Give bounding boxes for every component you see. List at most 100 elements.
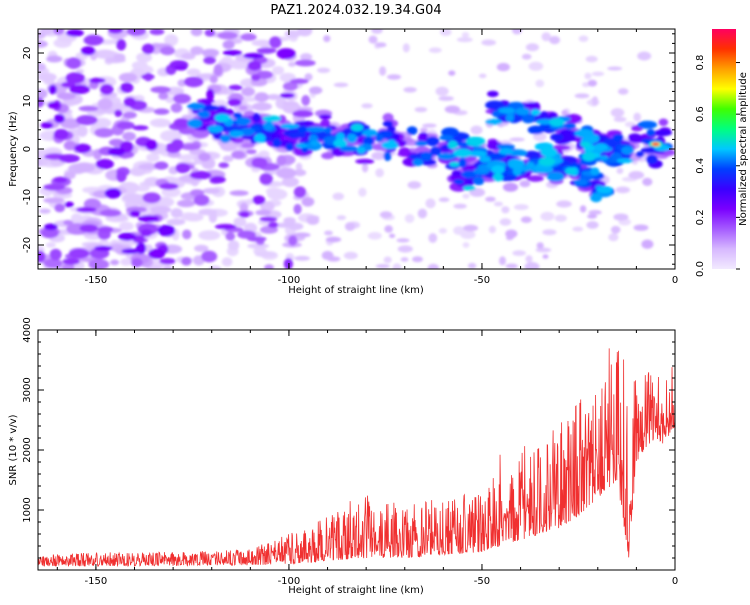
spectral-blob [542, 229, 557, 236]
spectral-blob [379, 66, 387, 76]
spectral-blob [593, 143, 609, 151]
colorbar-tick-label: 0.6 [695, 106, 706, 122]
spectral-blob [461, 32, 470, 38]
spectral-blob [69, 84, 90, 95]
colorbar-tick-label: 0.8 [695, 55, 706, 71]
spectral-blob [578, 35, 589, 42]
spectral-blob [252, 102, 272, 111]
spectral-blob [285, 143, 295, 152]
spectral-blob [73, 162, 96, 173]
spectral-blob [119, 221, 134, 231]
spectral-blob [453, 148, 473, 158]
spectral-blob [488, 225, 496, 234]
spectral-blob [645, 154, 658, 164]
spectral-blob [502, 182, 519, 192]
spectral-blob [449, 161, 460, 167]
spectral-blob [181, 256, 192, 266]
spectral-blob [591, 96, 599, 106]
spectral-blob [190, 46, 204, 56]
snr-y-tick-label: 4000 [22, 317, 33, 342]
spectral-blob [254, 251, 276, 258]
spectral-blob [182, 229, 192, 240]
spectral-blob [523, 102, 540, 109]
spectral-blob [346, 133, 357, 144]
spectral-blob [88, 258, 110, 269]
spectral-blob [217, 31, 238, 40]
spectral-blob [481, 39, 497, 46]
spectral-blob [63, 140, 77, 151]
spectral-blob [62, 258, 80, 265]
spectral-blob [238, 105, 248, 111]
spectral-blob [628, 171, 645, 180]
spectral-blob [38, 31, 46, 39]
spectral-blob [505, 263, 518, 269]
spectral-blob [292, 110, 314, 118]
spectral-blob [624, 121, 636, 128]
spectral-blob [499, 256, 506, 266]
spectral-blob [412, 158, 424, 167]
spectral-blob [528, 61, 544, 71]
spectral-blob [525, 255, 533, 263]
spectral-blob [201, 48, 220, 57]
spectral-blob [44, 223, 58, 231]
spectral-blob [309, 86, 323, 95]
spectral-blob [505, 229, 518, 239]
spectral-blob [175, 162, 191, 174]
spectral-blob [320, 119, 331, 128]
spectral-blob [438, 96, 454, 101]
spectral-blob [497, 143, 515, 150]
spectral-blob [294, 255, 311, 261]
spectral-blob [221, 257, 233, 267]
spectral-blob [458, 157, 467, 168]
spectral-blob [263, 121, 275, 131]
spectrogram-ticks: -150 -100 -50 0 20 10 0 -10 -20 [22, 29, 678, 286]
spectral-blob [173, 118, 190, 128]
spectral-blob [417, 208, 428, 219]
spectral-blob [526, 161, 535, 168]
spectral-blob [580, 141, 591, 147]
spectral-blob [241, 87, 256, 97]
spectral-blob [233, 217, 247, 227]
spectral-blob [283, 258, 294, 269]
spectral-blob [361, 103, 373, 109]
colorbar-tick-label: 0.4 [695, 158, 706, 174]
spectral-blob [513, 166, 522, 176]
spectral-blob [293, 186, 307, 198]
spectrogram-y-tick-label: -10 [22, 189, 33, 205]
spectral-blob [157, 224, 176, 237]
spectral-blob [95, 158, 114, 170]
spectral-blob [637, 120, 658, 129]
spectral-blob [282, 101, 299, 106]
spectral-blob [398, 147, 411, 157]
spectral-blob [189, 170, 212, 180]
spectral-blob [54, 203, 66, 213]
spectrogram-x-tick-label: -100 [278, 275, 301, 286]
spectral-blob [116, 39, 127, 51]
spectral-blob [43, 197, 65, 204]
spectral-blob [596, 186, 613, 194]
spectral-blob [587, 79, 598, 87]
spectral-blob [343, 251, 358, 260]
spectral-blob [170, 208, 183, 218]
spectral-blob [465, 136, 486, 147]
spectral-blob [222, 49, 243, 56]
spectral-blob [492, 173, 504, 182]
spectral-blob [301, 197, 315, 207]
spectral-blob [435, 86, 449, 97]
spectral-blob [574, 93, 590, 99]
spectral-blob [247, 60, 262, 71]
spectral-blob [456, 37, 473, 43]
spectral-blob [60, 118, 81, 129]
spectral-blob [150, 86, 171, 94]
colorbar-gradient [712, 29, 736, 269]
spectral-blob [438, 197, 450, 202]
spectral-blob [425, 136, 440, 147]
spectral-blob [325, 236, 342, 243]
spectral-blob [110, 259, 120, 266]
spectral-blob [187, 102, 206, 111]
spectral-blob [521, 113, 536, 124]
spectral-blob [310, 140, 320, 146]
spectrogram-x-tick-label: -50 [474, 275, 490, 286]
spectral-blob [381, 141, 399, 150]
spectral-blob [53, 176, 68, 184]
